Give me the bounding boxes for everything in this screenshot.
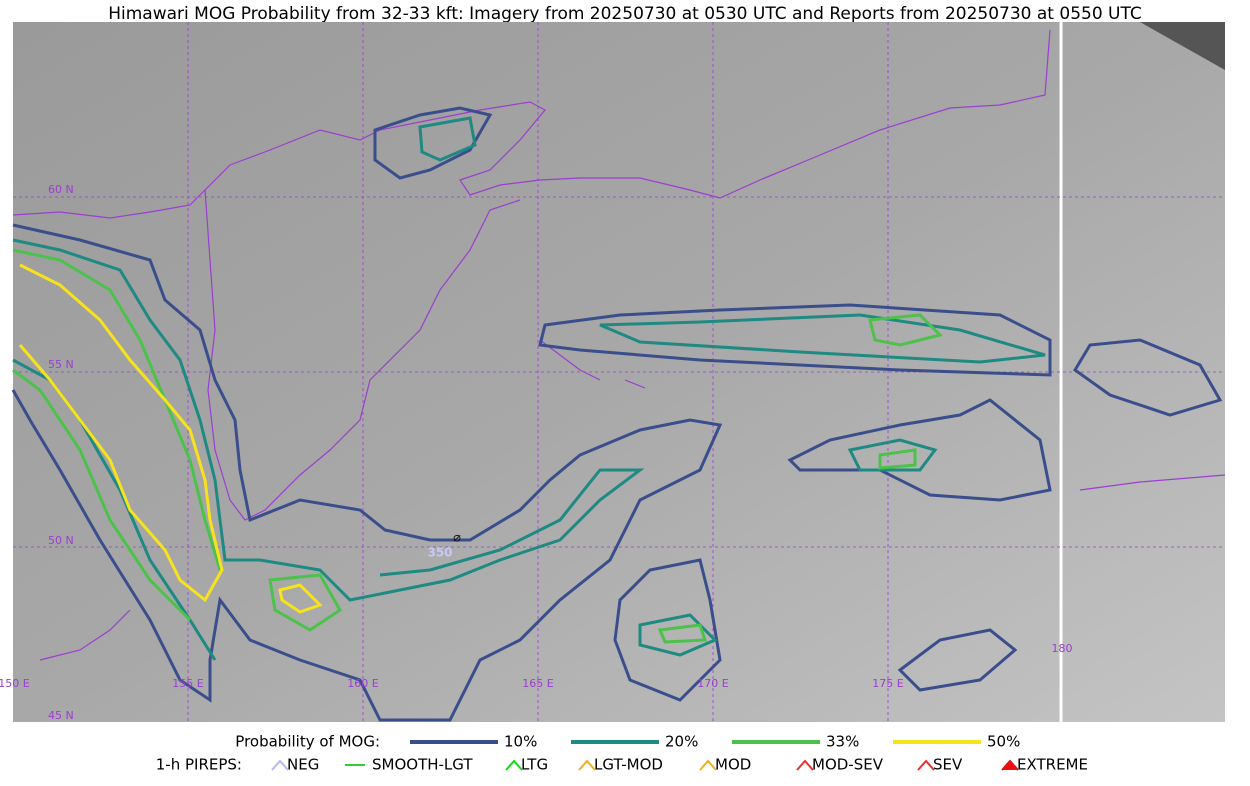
pirep-legend-title: 1-h PIREPS: — [156, 756, 242, 774]
longitude-labels: 150 E 155 E 160 E 165 E 170 E 175 E 180 — [0, 642, 1073, 690]
latitude-label: 55 N — [48, 358, 74, 371]
no-data — [1140, 22, 1225, 70]
pirep-legend: NEG SMOOTH-LGT LTG LGT-MOD MOD MOD-SEV SEV EXTR… — [271, 756, 1088, 774]
longitude-label: 165 E — [522, 677, 553, 690]
pirep-symbol — [505, 759, 523, 771]
longitude-label: 175 E — [872, 677, 903, 690]
legend-label: 33% — [826, 733, 859, 751]
coastlines — [12, 29, 1226, 661]
legend-label: NEG — [287, 756, 319, 774]
report-symbol: ⌀ — [453, 531, 461, 546]
grid-lines — [13, 22, 1225, 722]
probability-contours — [11, 106, 1223, 722]
legend-label: MOD-SEV — [812, 756, 884, 774]
legend-label: SMOOTH-LGT — [372, 756, 473, 774]
pirep-symbol — [796, 759, 814, 771]
longitude-label: 170 E — [697, 677, 728, 690]
map: 60 N 55 N 50 N 45 N 150 E 155 E 160 E 165 E 170… — [0, 22, 1226, 722]
legend-label: EXTREME — [1017, 756, 1088, 774]
report-label: 350 — [427, 546, 452, 560]
latitude-label: 50 N — [48, 534, 74, 547]
pirep-symbol — [271, 759, 289, 771]
pirep-symbol — [699, 759, 717, 771]
legend-label: 20% — [665, 733, 698, 751]
longitude-label: 160 E — [347, 677, 378, 690]
pirep-symbol — [917, 759, 935, 771]
legend-label: MOD — [715, 756, 751, 774]
legend-label: 10% — [504, 733, 537, 751]
pirep-symbol — [1001, 759, 1019, 771]
latitude-label: 45 N — [48, 709, 74, 722]
title: Himawari MOG Probability from 32-33 kft:… — [108, 4, 1142, 24]
legend-label: LTG — [521, 756, 548, 774]
probability-legend-title: Probability of MOG: — [235, 733, 380, 751]
latitude-label: 60 N — [48, 183, 74, 196]
legend-label: LGT-MOD — [594, 756, 663, 774]
legend-label: SEV — [933, 756, 963, 774]
latitude-labels: 60 N 55 N 50 N 45 N — [48, 183, 74, 722]
legend-label: 50% — [987, 733, 1020, 751]
probability-legend: 10% 20% 33% 50% — [410, 733, 1020, 751]
longitude-label: 155 E — [172, 677, 203, 690]
pirep-symbol — [578, 759, 596, 771]
longitude-label: 150 E — [0, 677, 30, 690]
longitude-label: 180 — [1052, 642, 1073, 655]
